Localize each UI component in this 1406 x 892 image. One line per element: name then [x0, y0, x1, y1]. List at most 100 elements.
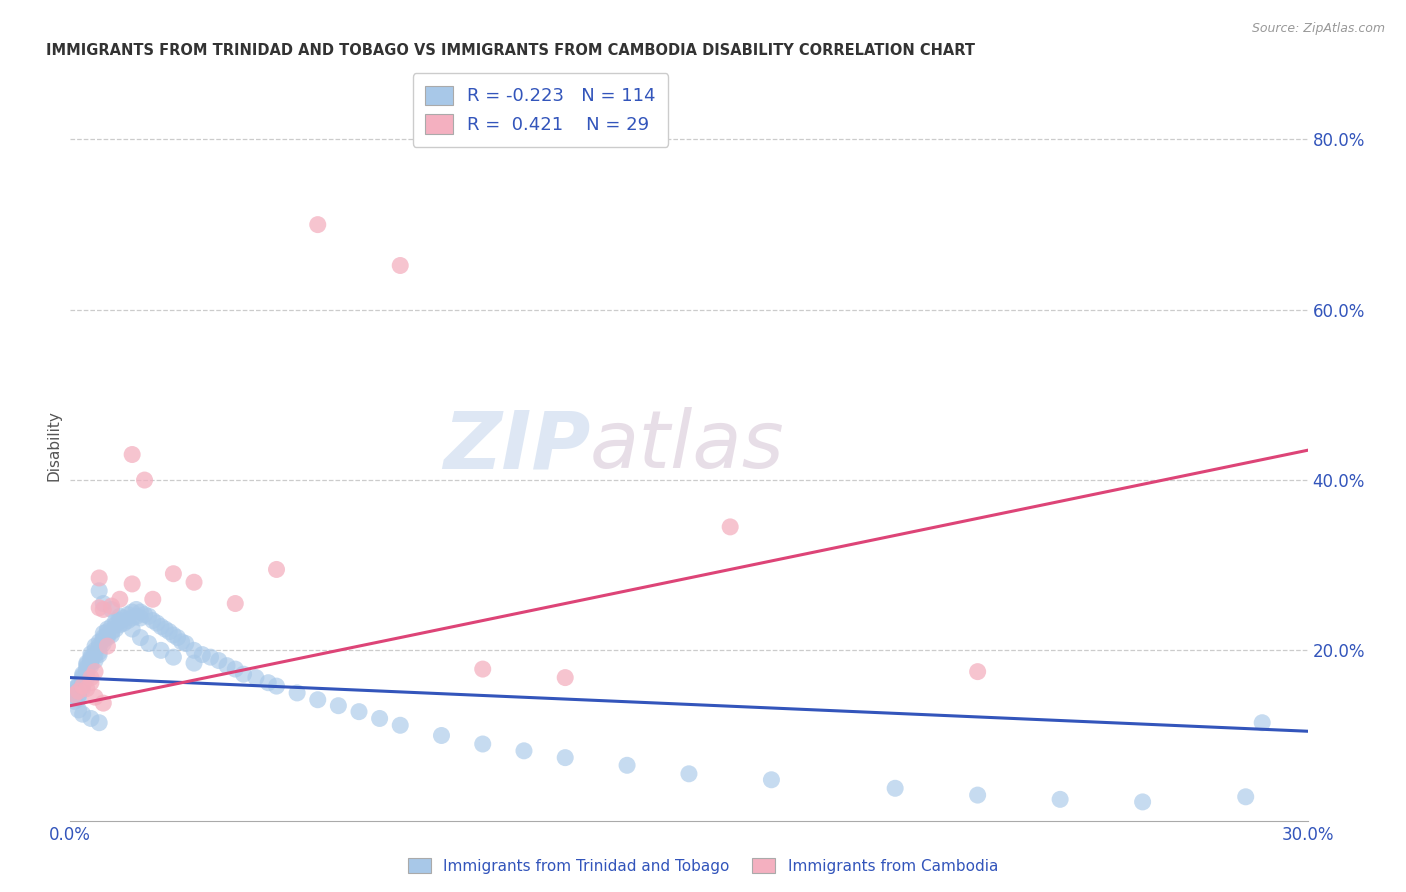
Point — [117, 614, 139, 628]
Point — [63, 690, 86, 705]
Point — [146, 616, 169, 631]
Point — [150, 619, 173, 633]
Point — [129, 631, 152, 645]
Point — [91, 626, 114, 640]
Point — [121, 605, 143, 619]
Point — [72, 673, 94, 688]
Point — [100, 619, 122, 633]
Point — [307, 692, 329, 706]
Point — [183, 643, 205, 657]
Point — [121, 448, 143, 462]
Point — [67, 683, 90, 698]
Point — [162, 650, 184, 665]
Point — [89, 583, 111, 598]
Point — [67, 677, 90, 691]
Point — [142, 592, 165, 607]
Point — [96, 624, 118, 639]
Point — [134, 607, 156, 622]
Point — [72, 707, 94, 722]
Point — [76, 657, 98, 672]
Point — [91, 602, 114, 616]
Point — [80, 711, 103, 725]
Point — [108, 609, 131, 624]
Point — [554, 750, 576, 764]
Point — [80, 675, 103, 690]
Point — [76, 681, 98, 696]
Point — [1251, 715, 1274, 730]
Point — [166, 631, 188, 645]
Point — [91, 597, 114, 611]
Point — [121, 611, 143, 625]
Point — [72, 681, 94, 696]
Point — [112, 616, 135, 631]
Point — [471, 737, 494, 751]
Point — [1049, 792, 1071, 806]
Point — [966, 665, 988, 679]
Point — [80, 650, 103, 665]
Legend: R = -0.223   N = 114, R =  0.421    N = 29: R = -0.223 N = 114, R = 0.421 N = 29 — [413, 73, 668, 147]
Point — [100, 602, 122, 616]
Point — [162, 628, 184, 642]
Point — [108, 592, 131, 607]
Point — [232, 667, 254, 681]
Point — [554, 671, 576, 685]
Point — [150, 643, 173, 657]
Point — [63, 688, 86, 702]
Point — [121, 577, 143, 591]
Point — [67, 689, 90, 703]
Point — [307, 218, 329, 232]
Point — [1132, 795, 1154, 809]
Point — [112, 611, 135, 625]
Point — [76, 656, 98, 670]
Point — [89, 635, 111, 649]
Point — [200, 650, 222, 665]
Point — [215, 658, 238, 673]
Point — [285, 686, 308, 700]
Point — [224, 662, 246, 676]
Point — [224, 597, 246, 611]
Point — [96, 631, 118, 645]
Point — [80, 656, 103, 670]
Point — [63, 694, 86, 708]
Point — [80, 654, 103, 668]
Point — [96, 639, 118, 653]
Point — [72, 679, 94, 693]
Point — [1234, 789, 1257, 804]
Point — [89, 648, 111, 662]
Point — [884, 781, 907, 796]
Point — [91, 633, 114, 648]
Point — [266, 562, 288, 576]
Point — [257, 675, 280, 690]
Point — [91, 631, 114, 645]
Point — [129, 605, 152, 619]
Point — [91, 696, 114, 710]
Point — [104, 622, 127, 636]
Point — [153, 622, 176, 636]
Text: IMMIGRANTS FROM TRINIDAD AND TOBAGO VS IMMIGRANTS FROM CAMBODIA DISABILITY CORRE: IMMIGRANTS FROM TRINIDAD AND TOBAGO VS I… — [45, 43, 974, 58]
Point — [389, 259, 412, 273]
Point — [761, 772, 783, 787]
Point — [328, 698, 350, 713]
Text: Source: ZipAtlas.com: Source: ZipAtlas.com — [1251, 22, 1385, 36]
Point — [84, 648, 107, 662]
Point — [134, 473, 156, 487]
Point — [76, 665, 98, 679]
Point — [67, 684, 90, 698]
Point — [162, 566, 184, 581]
Point — [89, 715, 111, 730]
Point — [191, 648, 214, 662]
Point — [84, 639, 107, 653]
Point — [104, 614, 127, 628]
Point — [76, 667, 98, 681]
Point — [72, 671, 94, 685]
Point — [170, 635, 193, 649]
Point — [208, 654, 231, 668]
Point — [84, 643, 107, 657]
Point — [174, 636, 197, 650]
Point — [616, 758, 638, 772]
Point — [84, 654, 107, 668]
Point — [80, 652, 103, 666]
Point — [142, 614, 165, 628]
Point — [138, 609, 160, 624]
Point — [72, 669, 94, 683]
